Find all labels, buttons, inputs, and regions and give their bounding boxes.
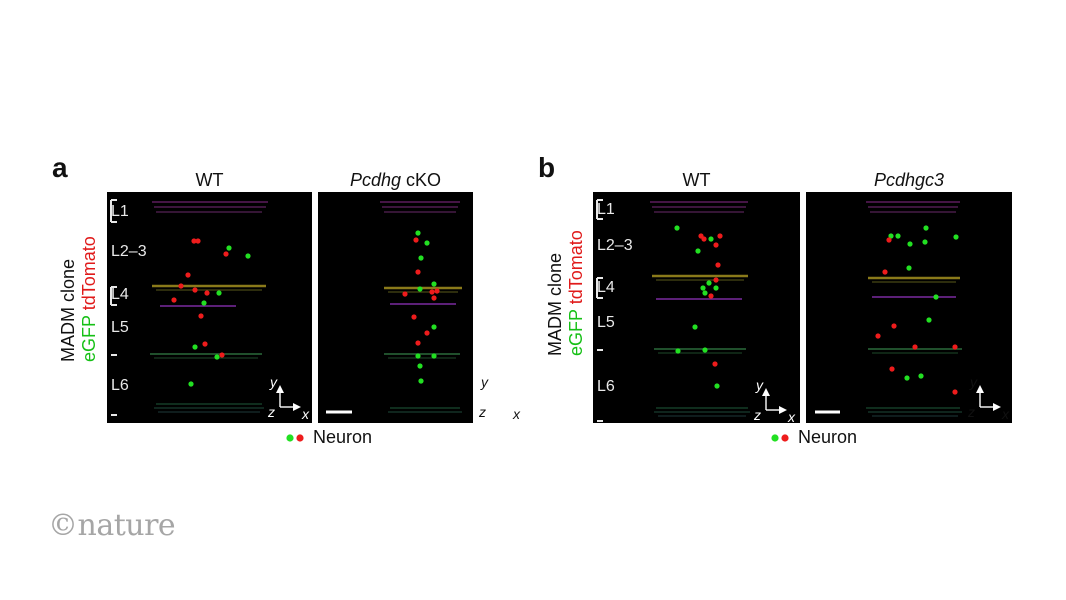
legend-red-dot: [781, 434, 789, 442]
axis-label-y: y: [270, 374, 277, 390]
panel-b-c3-image: [806, 192, 1012, 423]
panel-a-cko-lines: [380, 201, 462, 413]
panel-a-axes-icon: [276, 385, 301, 411]
panel-b-axes-icon-1: [487, 385, 512, 411]
axis-label-z: z: [479, 404, 486, 420]
layer-label-l6: L6: [597, 378, 615, 395]
axis-label-z: z: [754, 407, 761, 423]
panel-b-c3-title: Pcdhgc3: [873, 170, 945, 190]
panel-letter-a: a: [52, 152, 68, 183]
axis-label-x: x: [513, 406, 520, 422]
layer-label-l1: L1: [111, 203, 129, 220]
axis-label-y: y: [756, 377, 763, 393]
layer-label-l4: L4: [111, 286, 129, 303]
layer-label-l5: L5: [111, 319, 129, 336]
panel-a-cko-image: [318, 192, 473, 423]
panel-a-cko-neurons: [402, 230, 440, 384]
legend-green-dot: [286, 434, 294, 442]
layer-label-l6: L6: [111, 377, 129, 394]
layer-label-l2-3: L2–3: [597, 237, 633, 254]
panel-b-wt-lines: [650, 201, 750, 417]
panel-b-wt-image: [593, 192, 800, 423]
axis-label-y: y: [970, 374, 977, 390]
axis-label-y: y: [481, 374, 488, 390]
layer-label-l1: L1: [597, 201, 615, 218]
panel-a-wt-neurons: [171, 238, 251, 387]
panel-b-axes-icon-2: [762, 388, 787, 414]
panel-b-c3-lines: [866, 201, 962, 417]
legend-red-dot: [296, 434, 304, 442]
axis-label-z: z: [968, 404, 975, 420]
nature-credit-logo: ©nature: [48, 508, 176, 543]
panel-b-layer-ticks: [596, 199, 603, 422]
panel-a-cko-title: Pcdhg cKO: [349, 170, 442, 190]
panel-b-wt-title: WT: [682, 170, 711, 190]
layer-label-l2-3: L2–3: [111, 243, 147, 260]
axis-label-x: x: [302, 406, 309, 422]
panel-a-wt-image: [107, 192, 312, 423]
panel-a-layer-ticks: [110, 199, 117, 416]
axis-label-z: z: [268, 404, 275, 420]
axis-label-x: x: [788, 409, 795, 425]
axis-label-x: x: [1002, 406, 1009, 422]
panel-letter-b: b: [538, 152, 556, 183]
layer-label-l5: L5: [597, 314, 615, 331]
layer-label-l4: L4: [597, 279, 615, 296]
legend-label: Neuron: [313, 427, 373, 447]
panel-b-axes-icon-3: [976, 385, 1001, 411]
legend-green-dot: [771, 434, 779, 442]
panel-b-c3-neurons: [875, 225, 959, 395]
legend-label: Neuron: [798, 427, 858, 447]
panel-a-wt-lines: [150, 201, 268, 413]
panel-b-wt-neurons: [674, 225, 723, 389]
panel-a-wt-title: WT: [195, 170, 224, 190]
